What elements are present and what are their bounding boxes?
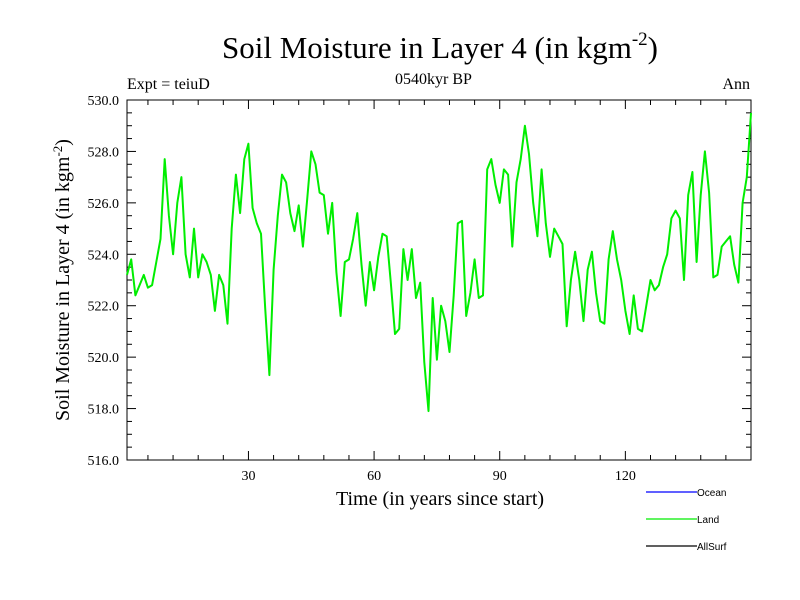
y-tick-label: 526.0 (88, 197, 120, 212)
y-axis-title: Soil Moisture in Layer 4 (in kgm-2) (50, 139, 74, 421)
chart-title-close: ) (647, 30, 658, 65)
x-tick-label: 60 (367, 469, 381, 484)
y-axis-title-close: ) (52, 139, 74, 146)
y-tick-label: 518.0 (88, 403, 120, 418)
series-layer (126, 112, 752, 413)
legend-label-land: Land (697, 515, 719, 526)
x-axis-title: Time (in years since start) (336, 488, 544, 510)
chart-title-superscript: -2 (631, 29, 648, 50)
chart-title: Soil Moisture in Layer 4 (in kgm-2) (0, 30, 800, 66)
x-tick-label: 30 (241, 469, 255, 484)
period-label: Ann (722, 76, 750, 93)
legend: Ocean Land AllSurf (646, 488, 727, 553)
legend-label-ocean: Ocean (697, 488, 726, 499)
legend-label-allsurf: AllSurf (697, 542, 727, 553)
y-axis-title-superscript: -2 (50, 146, 65, 157)
series-line-land (126, 112, 752, 413)
y-axis-ticks: 516.0 518.0 520.0 522.0 524.0 526.0 528.0 530.0 (88, 94, 751, 469)
y-tick-label: 524.0 (88, 248, 120, 263)
chart-title-text: Soil Moisture in Layer 4 (in kgm (222, 30, 632, 65)
y-tick-label: 528.0 (88, 145, 120, 160)
y-tick-label: 522.0 (88, 300, 120, 315)
x-tick-label: 120 (615, 469, 636, 484)
y-tick-label: 520.0 (88, 351, 120, 366)
chart-subtitle: 0540kyr BP (395, 71, 472, 88)
y-tick-label: 516.0 (88, 454, 120, 469)
y-tick-label: 530.0 (88, 94, 120, 109)
x-axis-ticks: 30 60 90 120 (147, 100, 727, 484)
experiment-label: Expt = teiuD (127, 76, 210, 93)
x-tick-label: 90 (493, 469, 507, 484)
y-axis-title-text: Soil Moisture in Layer 4 (in kgm (52, 156, 74, 421)
